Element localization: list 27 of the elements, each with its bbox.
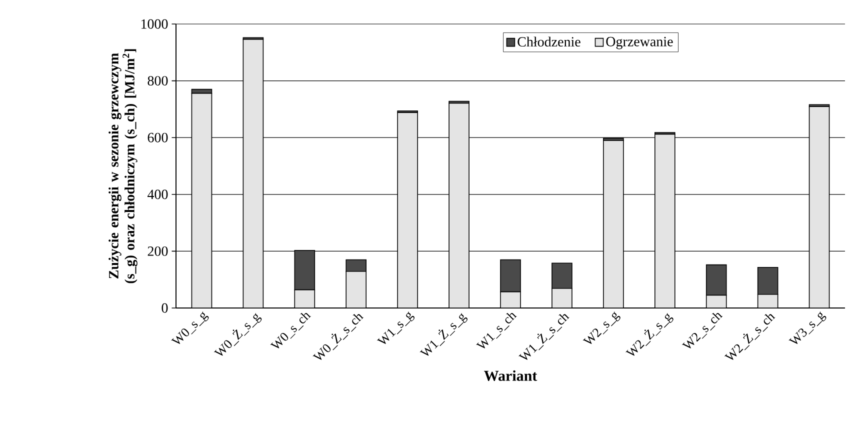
bar [603,140,624,308]
bar [242,38,264,308]
bar [706,264,727,296]
legend-label: Ogrzewanie [606,36,673,50]
y-tick-label: 1000 [141,19,168,29]
bar [552,262,572,289]
bar [500,259,521,292]
bar [448,102,470,308]
bar [552,288,572,308]
y-tick-label: 0 [162,303,168,313]
bar [397,112,418,308]
y-tick-label: 600 [148,132,168,142]
y-tick-label: 200 [148,246,168,256]
bar [346,259,367,272]
bar [346,270,367,308]
bar [757,266,778,295]
x-axis-title: Wariant [484,370,538,381]
bar [294,250,316,290]
bar [808,106,830,308]
legend-label: Chłodzenie [518,36,580,47]
y-axis-title: Zużycie energii w sezonie grzewczym (s_g) oraz chłodniczym (s_ch) [MJ/m$^{2}$] [108,49,138,284]
y-tick-label: 800 [148,76,168,86]
bar [654,134,676,308]
bar [294,289,316,308]
bar [500,291,521,308]
y-tick-label: 400 [148,190,168,200]
bar [191,92,212,308]
